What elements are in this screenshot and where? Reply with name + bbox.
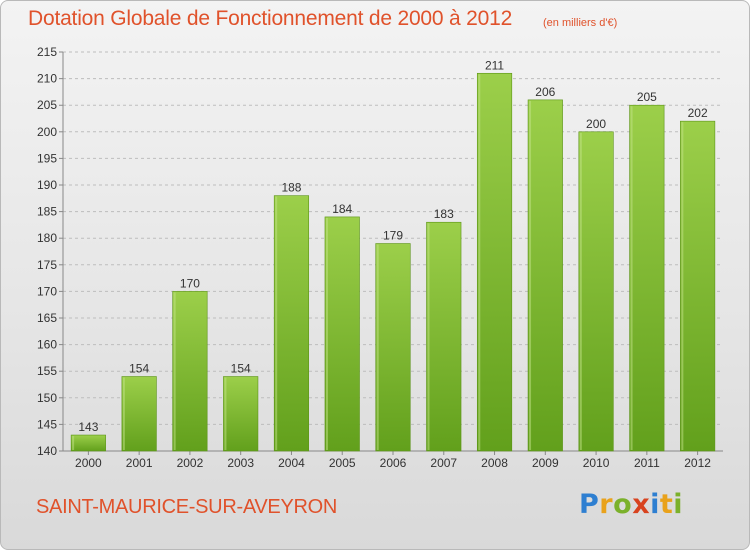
bar — [324, 216, 360, 452]
bar-value-label: 188 — [281, 181, 301, 195]
bar-value-label: 154 — [129, 362, 149, 376]
logo-letter: i — [673, 489, 684, 520]
logo-letter: i — [650, 489, 660, 520]
bar — [426, 221, 462, 452]
bar-highlight — [529, 100, 532, 450]
y-tick-label: 140 — [37, 444, 57, 458]
bar-highlight — [72, 436, 75, 450]
bar — [70, 434, 106, 452]
bar-highlight — [122, 377, 125, 450]
y-tick-label: 200 — [37, 125, 57, 139]
x-tick-label: 2001 — [126, 456, 153, 470]
bar — [680, 120, 716, 452]
bar-highlight — [173, 292, 176, 450]
bars — [70, 72, 716, 452]
labels: 1401451501551601651701751801851901952002… — [37, 45, 711, 470]
bar-value-label: 184 — [332, 202, 352, 216]
bar-value-label: 206 — [535, 85, 555, 99]
x-tick-label: 2004 — [278, 456, 305, 470]
bar-value-label: 200 — [586, 117, 606, 131]
bar — [578, 131, 614, 452]
logo-letter: o — [613, 489, 633, 520]
y-tick-label: 150 — [37, 391, 57, 405]
bar — [223, 376, 259, 452]
proxiti-logo: Proxiti — [579, 489, 683, 520]
chart-title: Dotation Globale de Fonctionnement de 20… — [28, 7, 513, 30]
bar-value-label: 154 — [231, 362, 251, 376]
y-tick-label: 145 — [37, 417, 57, 431]
x-tick-label: 2012 — [684, 456, 711, 470]
bar-value-label: 205 — [637, 90, 657, 104]
y-tick-label: 175 — [37, 258, 57, 272]
y-tick-label: 180 — [37, 231, 57, 245]
bar-value-label: 202 — [688, 106, 708, 120]
bar-highlight — [275, 196, 278, 450]
bar-value-label: 170 — [180, 276, 200, 290]
x-tick-label: 2003 — [227, 456, 254, 470]
bar — [172, 291, 208, 452]
chart-subtitle: (en milliers d'€) — [543, 17, 618, 29]
bar — [527, 99, 563, 452]
bar-highlight — [478, 74, 481, 450]
x-tick-label: 2010 — [583, 456, 610, 470]
bar — [629, 104, 665, 452]
bar-highlight — [630, 106, 633, 450]
commune-name: SAINT-MAURICE-SUR-AVEYRON — [36, 496, 338, 518]
y-tick-label: 165 — [37, 311, 57, 325]
x-tick-label: 2005 — [329, 456, 356, 470]
y-tick-label: 170 — [37, 284, 57, 298]
y-tick-label: 190 — [37, 178, 57, 192]
bar-highlight — [325, 217, 328, 450]
y-tick-label: 155 — [37, 364, 57, 378]
x-tick-label: 2000 — [75, 456, 102, 470]
y-tick-label: 160 — [37, 338, 57, 352]
bar-highlight — [579, 132, 582, 451]
bar — [121, 376, 157, 452]
y-tick-label: 210 — [37, 72, 57, 86]
logo-letter: P — [579, 489, 600, 520]
bar-value-label: 183 — [434, 207, 454, 221]
bar-highlight — [224, 377, 227, 450]
bar-highlight — [376, 244, 379, 450]
logo-letter: t — [659, 489, 674, 520]
logo-letter: r — [599, 489, 614, 520]
y-tick-label: 195 — [37, 151, 57, 165]
x-tick-label: 2006 — [380, 456, 407, 470]
x-tick-label: 2011 — [634, 456, 660, 470]
bar — [375, 243, 411, 452]
x-tick-label: 2002 — [177, 456, 204, 470]
bar-value-label: 179 — [383, 229, 403, 243]
y-tick-label: 215 — [37, 45, 57, 59]
x-tick-label: 2009 — [532, 456, 559, 470]
y-tick-label: 185 — [37, 205, 57, 219]
bar — [273, 195, 310, 452]
bar-value-label: 143 — [78, 420, 98, 434]
bar — [476, 72, 513, 452]
x-tick-label: 2008 — [481, 456, 508, 470]
y-tick-label: 205 — [37, 98, 57, 112]
bar-highlight — [427, 223, 430, 450]
bar-value-label: 211 — [485, 58, 504, 72]
bar-highlight — [681, 122, 684, 450]
x-tick-label: 2007 — [430, 456, 457, 470]
logo-letter: x — [632, 489, 651, 520]
